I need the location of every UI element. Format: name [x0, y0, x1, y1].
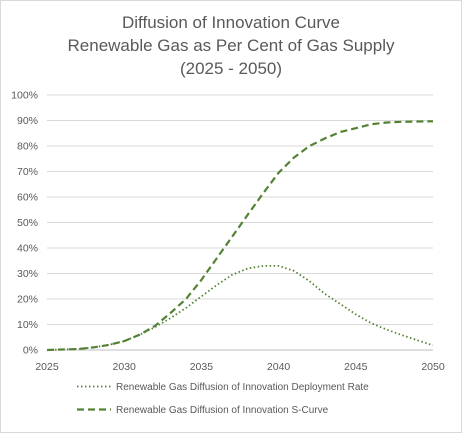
y-tick-label: 20%: [17, 294, 38, 306]
x-tick-label: 2035: [190, 361, 214, 373]
chart-title-line-2: Renewable Gas as Per Cent of Gas Supply: [67, 36, 395, 55]
y-tick-label: 30%: [17, 268, 38, 280]
x-tick-label: 2030: [113, 361, 137, 373]
y-tick-label: 90%: [17, 115, 38, 127]
chart-title: Diffusion of Innovation Curve Renewable …: [1, 11, 461, 80]
x-tick-label: 2025: [35, 361, 59, 373]
y-tick-label: 100%: [11, 90, 38, 102]
y-tick-label: 70%: [17, 166, 38, 178]
y-tick-label: 50%: [17, 217, 38, 229]
y-tick-label: 0%: [23, 345, 38, 357]
legend-label: Renewable Gas Diffusion of Innovation S-…: [116, 405, 329, 416]
chart-title-line-1: Diffusion of Innovation Curve: [122, 13, 340, 32]
chart-title-line-3: (2025 - 2050): [179, 59, 283, 78]
y-tick-label: 40%: [17, 243, 38, 255]
x-tick-label: 2045: [344, 361, 368, 373]
y-tick-label: 80%: [17, 141, 38, 153]
x-tick-label: 2050: [421, 361, 445, 373]
series-line: [46, 264, 434, 351]
y-tick-label: 10%: [17, 319, 38, 331]
legend-label: Renewable Gas Diffusion of Innovation De…: [116, 382, 369, 393]
series-line: [46, 120, 434, 352]
x-tick-label: 2040: [267, 361, 291, 373]
y-tick-label: 60%: [17, 192, 38, 204]
